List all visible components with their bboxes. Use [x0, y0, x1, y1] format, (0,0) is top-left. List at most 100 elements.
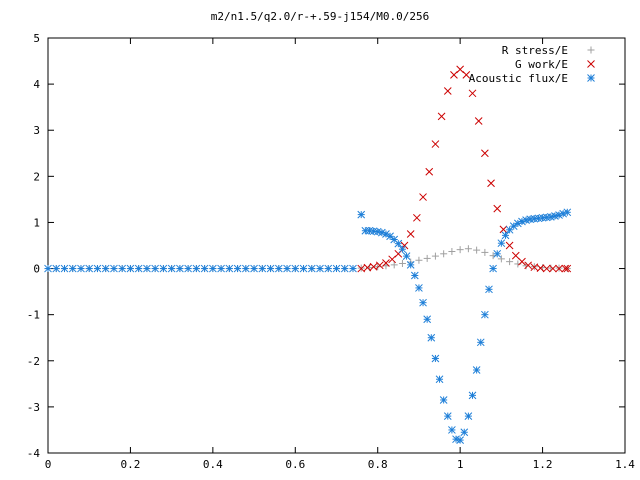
data-point: [126, 264, 135, 273]
data-point: [448, 247, 456, 255]
y-tick-label: -2: [27, 355, 40, 368]
data-point: [473, 246, 481, 254]
tick-labels: 0 0.2 0.4 0.6 0.8 1 1.2 1.4 -4 -3 -2 -1 0 1 2 3 4 5: [27, 32, 636, 471]
data-point: [209, 264, 217, 273]
data-point: [413, 213, 421, 222]
data-point: [143, 264, 151, 273]
data-point: [561, 264, 570, 273]
data-point: [377, 228, 386, 237]
data-point: [468, 391, 477, 400]
data-point: [536, 264, 545, 272]
data-point: [431, 140, 440, 148]
y-tick-label: 3: [33, 124, 40, 137]
y-tick-label: 2: [33, 170, 40, 183]
data-point: [324, 264, 333, 273]
data-point: [499, 225, 508, 234]
data-point: [176, 264, 184, 273]
data-point: [357, 210, 366, 219]
data-point: [258, 264, 267, 273]
data-point: [184, 264, 192, 273]
data-point: [462, 71, 471, 79]
data-point: [425, 167, 434, 176]
data-point: [468, 89, 477, 98]
data-point: [555, 264, 563, 273]
data-point: [443, 87, 452, 95]
data-point: [481, 149, 489, 158]
data-point: [101, 264, 110, 273]
legend-marker: [587, 60, 595, 68]
series-2: [44, 208, 572, 444]
data-point: [448, 426, 456, 434]
data-point: [506, 258, 514, 266]
data-point: [489, 264, 497, 273]
data-point: [266, 264, 275, 273]
data-point: [415, 284, 423, 292]
data-point: [472, 366, 481, 374]
data-point: [68, 264, 77, 273]
data-point: [497, 239, 506, 248]
data-point: [241, 264, 250, 273]
data-point: [332, 264, 341, 273]
data-point: [563, 264, 572, 273]
data-point: [134, 264, 143, 273]
y-tick-label: 4: [33, 78, 40, 91]
data-point: [542, 264, 551, 273]
data-point: [375, 261, 384, 270]
data-point: [406, 230, 415, 238]
data-point: [456, 436, 464, 444]
data-point: [456, 246, 464, 254]
data-point: [505, 241, 514, 250]
data-point: [118, 264, 127, 273]
data-point: [435, 375, 444, 384]
data-point: [518, 257, 526, 266]
data-point: [423, 254, 431, 262]
data-point: [456, 65, 464, 74]
data-point: [159, 264, 168, 273]
data-point: [382, 259, 390, 267]
data-point: [167, 264, 176, 273]
data-point: [77, 264, 85, 273]
data-point: [437, 112, 446, 121]
data-point: [299, 264, 308, 273]
data-point: [431, 354, 440, 363]
data-point: [93, 264, 102, 273]
data-point: [518, 217, 526, 226]
data-point: [274, 264, 283, 273]
data-point: [340, 264, 349, 273]
x-tick-label: 0.4: [203, 458, 223, 471]
data-point: [464, 412, 473, 420]
data-marks: [44, 65, 572, 444]
data-point: [44, 264, 52, 273]
data-point: [563, 208, 572, 217]
legend-marker: [587, 74, 595, 82]
y-tick-label: 0: [33, 263, 40, 276]
data-point: [406, 261, 415, 269]
chart-title: m2/n1.5/q2.0/r-+.59-j154/M0.0/256: [211, 10, 430, 23]
data-point: [283, 264, 291, 273]
x-tick-label: 0.6: [285, 458, 305, 471]
data-point: [530, 263, 539, 272]
plot-frame: [47, 37, 626, 454]
data-point: [481, 248, 489, 256]
data-point: [419, 193, 427, 201]
data-point: [431, 252, 439, 260]
data-point: [415, 256, 423, 264]
data-point: [349, 264, 357, 273]
data-point: [443, 412, 452, 420]
y-tick-label: 5: [33, 32, 40, 45]
data-point: [291, 264, 300, 273]
data-point: [427, 333, 436, 342]
data-point: [439, 396, 448, 404]
data-point: [307, 264, 316, 273]
data-point: [110, 264, 118, 273]
data-point: [549, 264, 557, 273]
data-point: [250, 264, 258, 273]
data-point: [398, 259, 406, 267]
y-tick-label: -1: [27, 309, 40, 322]
data-point: [464, 245, 472, 253]
data-point: [357, 264, 366, 273]
data-point: [363, 263, 372, 272]
axes: [47, 37, 626, 454]
y-tick-label: -4: [27, 447, 41, 460]
